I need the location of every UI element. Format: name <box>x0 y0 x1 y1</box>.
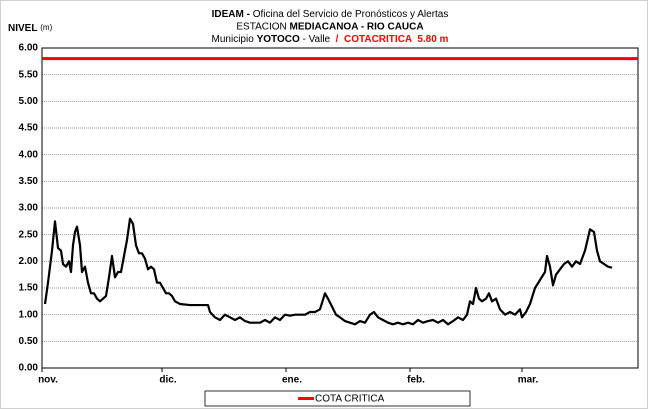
title-line: IDEAM - Oficina del Servicio de Pronósti… <box>212 9 449 20</box>
y-axis-label: NIVEL (m) <box>8 23 53 34</box>
y-label-main: NIVEL <box>8 23 37 34</box>
x-tick-label: ene. <box>282 375 302 386</box>
y-label-unit: (m) <box>40 23 52 32</box>
y-tick-label: 5.00 <box>19 96 39 107</box>
title-segment: Municipio <box>212 34 257 45</box>
y-tick-label: 0.50 <box>19 336 39 347</box>
x-tick-label: dic. <box>159 375 176 386</box>
title-segment: ESTACION <box>236 21 289 32</box>
y-tick-label: 1.50 <box>19 283 39 294</box>
y-tick-label: 0.00 <box>19 363 39 374</box>
y-tick-label: 6.00 <box>19 43 39 54</box>
y-tick-label: 5.50 <box>19 69 39 80</box>
y-tick-label: 2.50 <box>19 229 39 240</box>
x-tick-label: feb. <box>407 375 425 386</box>
y-tick-label: 3.00 <box>19 203 39 214</box>
y-tick-label: 4.50 <box>19 123 39 134</box>
title-segment: YOTOCO <box>257 34 300 45</box>
title-line: ESTACION MEDIACANOA - RIO CAUCA <box>236 21 423 32</box>
x-tick-label: nov. <box>38 375 58 386</box>
title-segment: MEDIACANOA - RIO CAUCA <box>290 21 424 32</box>
legend-box <box>204 390 471 407</box>
title-segment: / COTACRITICA 5.80 m <box>336 34 449 45</box>
y-tick-label: 4.00 <box>19 149 39 160</box>
legend-label: COTA CRITICA <box>315 394 385 405</box>
x-tick-label: mar. <box>518 375 539 386</box>
title-line: Municipio YOTOCO - Valle / COTACRITICA 5… <box>212 34 449 45</box>
title-segment: Oficina del Servicio de Pronósticos y Al… <box>253 9 449 20</box>
y-tick-label: 2.00 <box>19 256 39 267</box>
y-tick-label: 3.50 <box>19 176 39 187</box>
y-tick-label: 1.00 <box>19 309 39 320</box>
title-segment: - Valle <box>300 34 336 45</box>
series-line <box>43 217 613 326</box>
plot-frame <box>41 47 639 369</box>
title-segment: IDEAM - <box>212 9 253 20</box>
